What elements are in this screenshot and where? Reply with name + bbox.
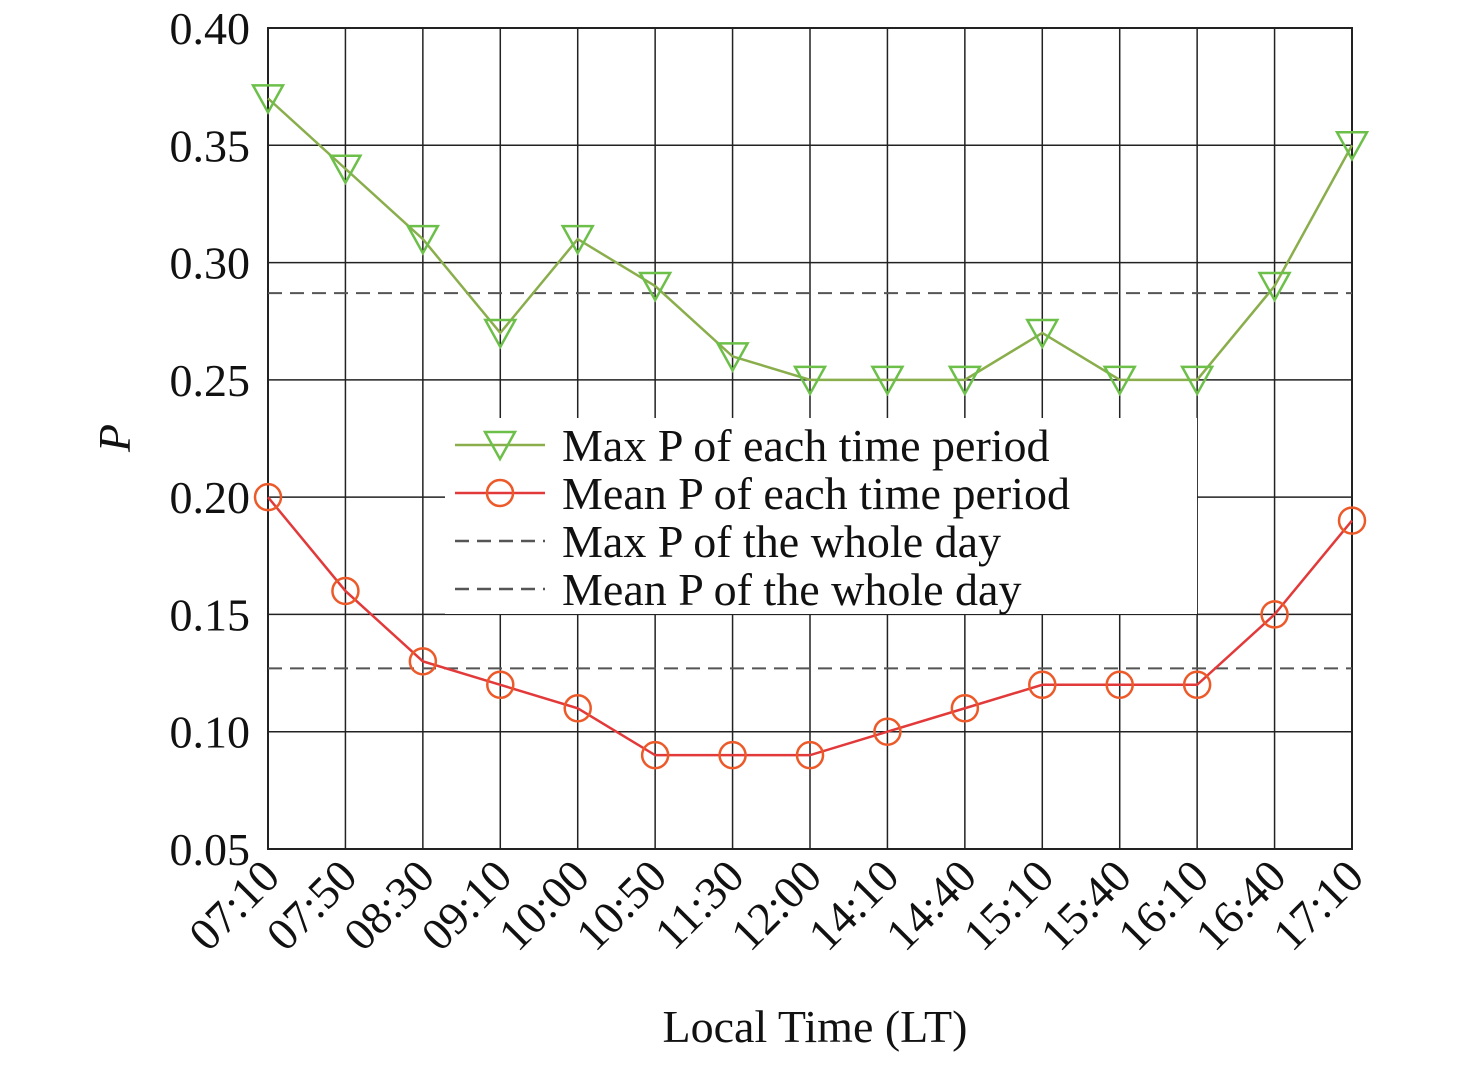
- x-tick-label: 09:10: [411, 850, 521, 960]
- marker: [328, 154, 363, 186]
- marker: [1260, 600, 1289, 629]
- marker: [1182, 670, 1212, 700]
- marker: [408, 647, 438, 676]
- series-line: [267, 97, 1354, 382]
- marker: [715, 342, 750, 373]
- marker: [640, 740, 670, 770]
- x-tick-label: 11:30: [645, 850, 754, 959]
- y-tick-label: 0.30: [170, 238, 251, 289]
- y-tick-label: 0.05: [170, 824, 251, 875]
- x-tick-label: 12:00: [721, 850, 831, 960]
- x-tick-label: 15:40: [1031, 850, 1141, 960]
- marker: [1257, 271, 1292, 303]
- marker: [795, 740, 825, 770]
- y-tick-label: 0.40: [170, 3, 251, 54]
- y-axis-label: P: [89, 424, 140, 453]
- marker: [1334, 131, 1370, 162]
- marker: [718, 740, 747, 770]
- marker: [486, 670, 515, 700]
- x-tick-label: 10:00: [489, 850, 599, 960]
- x-tick-label: 07:50: [256, 850, 366, 960]
- marker: [1025, 318, 1060, 350]
- legend-label: Mean P of each time period: [562, 468, 1070, 519]
- x-tick-label: 10:50: [566, 850, 676, 960]
- marker: [563, 694, 592, 723]
- marker: [1102, 365, 1137, 397]
- y-tick-label: 0.25: [170, 355, 251, 406]
- legend-marker: [485, 478, 515, 508]
- series-line: [267, 496, 1353, 757]
- x-tick-label: 16:10: [1108, 850, 1218, 960]
- marker: [250, 84, 286, 115]
- marker: [1028, 670, 1057, 700]
- legend-label: Max P of each time period: [562, 420, 1050, 471]
- y-tick-label: 0.15: [170, 589, 251, 640]
- y-tick-label: 0.10: [170, 707, 251, 758]
- legend-box: [445, 418, 1197, 614]
- marker: [873, 717, 902, 746]
- marker: [950, 694, 980, 723]
- marker: [792, 365, 828, 397]
- legend-marker: [482, 430, 518, 462]
- marker: [560, 224, 595, 256]
- marker: [1337, 506, 1367, 535]
- x-axis-label: Local Time (LT): [663, 1001, 968, 1052]
- x-tick-label: 17:10: [1263, 850, 1373, 960]
- x-tick-label: 14:40: [876, 850, 986, 960]
- marker: [405, 224, 440, 256]
- marker: [483, 318, 518, 350]
- marker: [331, 576, 360, 606]
- marker: [638, 271, 673, 303]
- legend-label: Max P of the whole day: [562, 516, 1001, 567]
- x-tick-label: 14:10: [798, 850, 908, 960]
- x-tick-label: 08:30: [334, 850, 444, 960]
- legend-label: Mean P of the whole day: [562, 564, 1021, 615]
- plot-frame: [267, 27, 1353, 850]
- marker: [870, 365, 905, 397]
- y-tick-label: 0.35: [170, 120, 251, 171]
- marker: [1180, 365, 1215, 397]
- x-tick-label: 16:40: [1185, 850, 1295, 960]
- y-tick-label: 0.20: [170, 472, 251, 523]
- marker: [1105, 670, 1134, 700]
- marker: [947, 365, 982, 397]
- x-tick-label: 15:10: [953, 850, 1063, 960]
- marker: [253, 482, 283, 512]
